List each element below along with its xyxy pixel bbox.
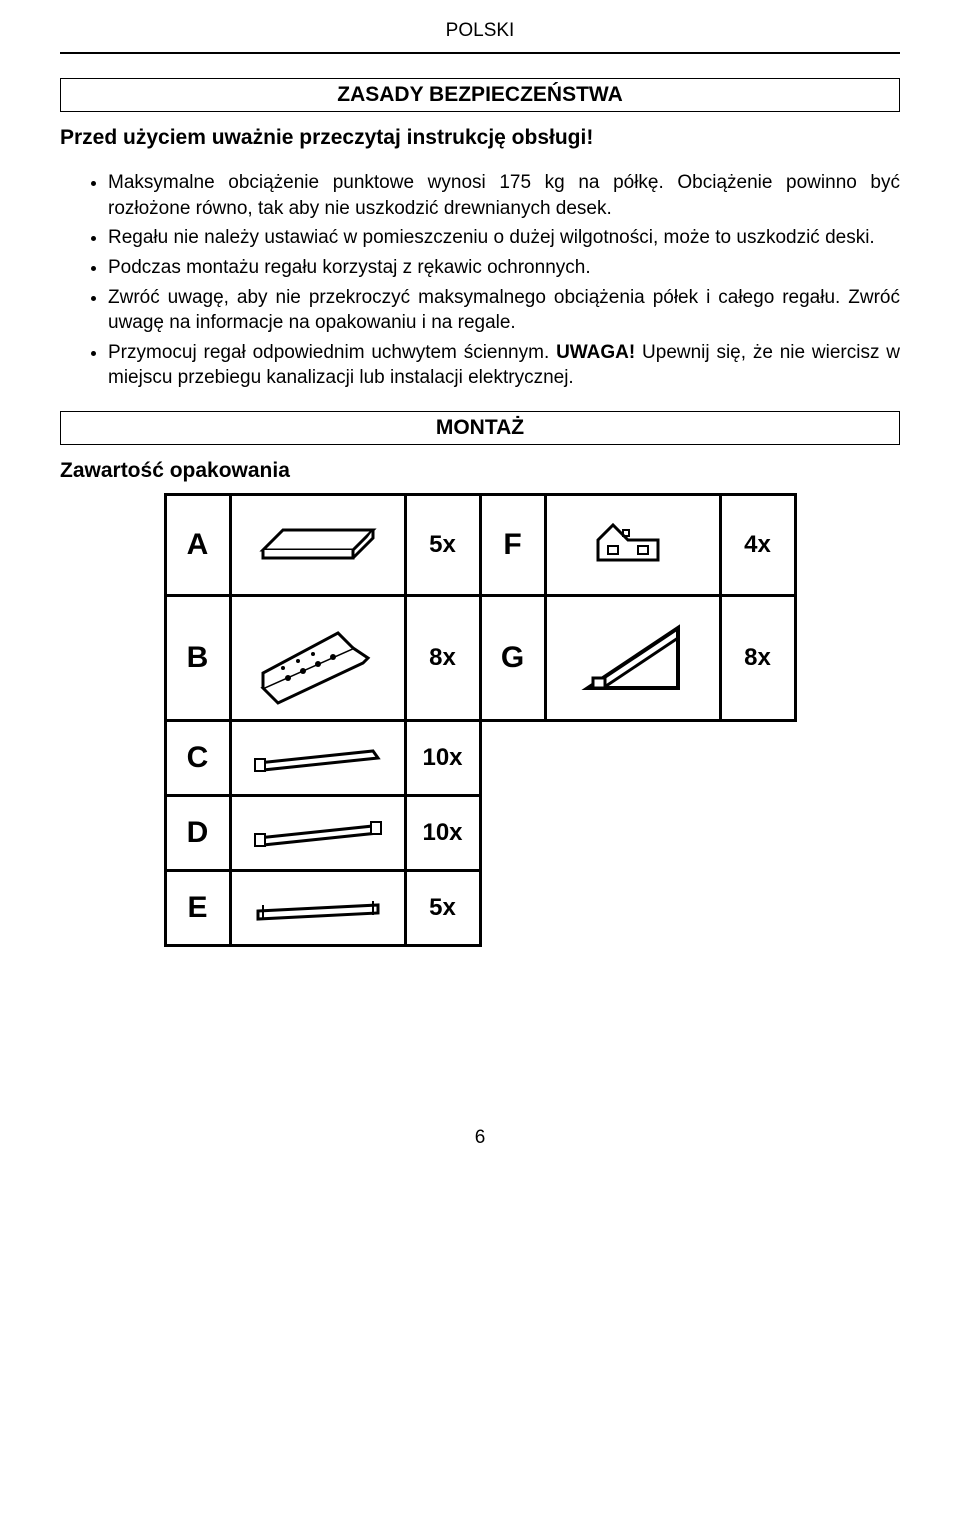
bullet-item: Podczas montażu regału korzystaj z rękaw… [108, 255, 900, 281]
parts-table: A 5x F [164, 493, 797, 947]
part-image-angle [230, 596, 405, 721]
language-header: POLSKI [60, 20, 900, 54]
section-assembly-title: MONTAŻ [60, 411, 900, 445]
safety-bullets: Maksymalne obciążenie punktowe wynosi 17… [60, 170, 900, 391]
part-label: G [480, 596, 545, 721]
part-label: D [165, 796, 230, 871]
part-image-bar [230, 796, 405, 871]
bullet-item: Zwróć uwagę, aby nie przekroczyć maksyma… [108, 285, 900, 336]
part-qty: 4x [720, 495, 795, 596]
part-label: F [480, 495, 545, 596]
part-image-shelf [230, 495, 405, 596]
intro-text: Przed użyciem uważnie przeczytaj instruk… [60, 126, 900, 150]
part-label: B [165, 596, 230, 721]
bullet-item: Maksymalne obciążenie punktowe wynosi 17… [108, 170, 900, 221]
part-image-bar [230, 871, 405, 946]
section-safety-title: ZASADY BEZPIECZEŃSTWA [60, 78, 900, 112]
part-label: C [165, 721, 230, 796]
part-qty: 8x [405, 596, 480, 721]
bullet-item: Przymocuj regał odpowiednim uchwytem ści… [108, 340, 900, 391]
page-number: 6 [60, 1127, 900, 1149]
bullet-item: Regału nie należy ustawiać w pomieszczen… [108, 225, 900, 251]
part-qty: 5x [405, 495, 480, 596]
part-qty: 8x [720, 596, 795, 721]
part-qty: 5x [405, 871, 480, 946]
contents-subhead: Zawartość opakowania [60, 459, 900, 483]
part-label: E [165, 871, 230, 946]
part-image-bar [230, 721, 405, 796]
part-label: A [165, 495, 230, 596]
part-qty: 10x [405, 721, 480, 796]
part-image-triangle [545, 596, 720, 721]
part-qty: 10x [405, 796, 480, 871]
part-image-bracket [545, 495, 720, 596]
